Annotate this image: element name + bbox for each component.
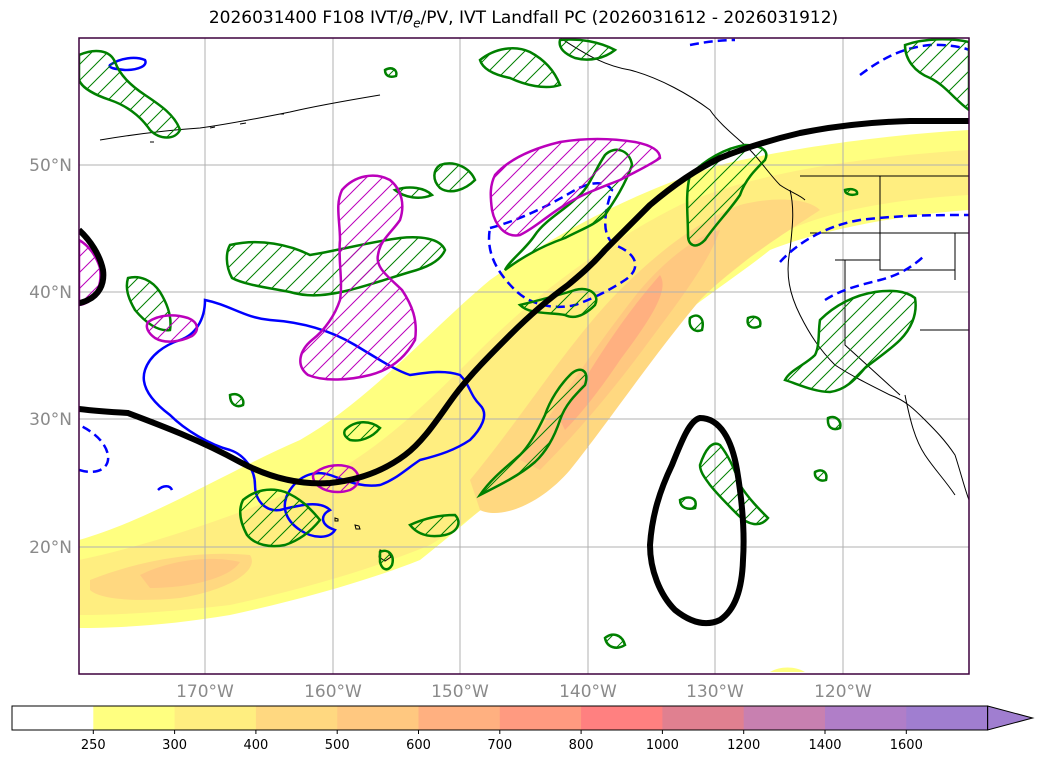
green-contour-15 bbox=[383, 67, 859, 649]
title-suffix: /PV, IVT Landfall PC (2026031612 - 20260… bbox=[420, 8, 839, 28]
magenta-contour-3 bbox=[145, 314, 199, 343]
latitude-labels: 50°N 40°N 30°N 20°N bbox=[29, 156, 72, 558]
colorbar-segment bbox=[93, 706, 176, 730]
green-contour-4 bbox=[392, 162, 477, 199]
blue-dashed-3 bbox=[824, 254, 926, 302]
magenta-contour-2 bbox=[489, 137, 662, 237]
ivt-250-south-patch bbox=[770, 667, 805, 672]
ivt-300-band bbox=[79, 150, 969, 615]
ivt-600-band bbox=[560, 275, 663, 430]
lon-label-150w: 150°W bbox=[431, 682, 489, 702]
lat-label-30n: 30°N bbox=[29, 410, 72, 430]
blue-dashed-2 bbox=[779, 213, 969, 263]
blue-dashed-5 bbox=[689, 38, 736, 47]
colorbar-segment bbox=[255, 706, 338, 730]
blue-solid-3 bbox=[157, 485, 174, 491]
colorbar-segment bbox=[174, 706, 257, 730]
green-contour-1 bbox=[79, 49, 182, 139]
colorbar-tick-label: 600 bbox=[406, 738, 431, 753]
colorbar-tick-label: 400 bbox=[243, 738, 268, 753]
state-border-2 bbox=[879, 176, 955, 271]
colorbar-tick-label: 250 bbox=[81, 738, 106, 753]
colorbar-tick-label: 1200 bbox=[727, 738, 760, 753]
lat-label-50n: 50°N bbox=[29, 156, 72, 176]
blue-dashed-6 bbox=[79, 423, 110, 474]
green-contour-9 bbox=[476, 368, 588, 499]
colorbar-segment bbox=[337, 706, 419, 730]
green-contour-14 bbox=[688, 289, 917, 431]
chart-title: 2026031400 F108 IVT/θe/PV, IVT Landfall … bbox=[0, 8, 1047, 30]
baja-coast bbox=[904, 394, 956, 496]
green-contour-12 bbox=[378, 513, 460, 571]
blue-dashed-1 bbox=[487, 182, 637, 309]
colorbar-tick-label: 700 bbox=[487, 738, 512, 753]
graticule bbox=[79, 38, 969, 674]
green-contour-11 bbox=[228, 393, 382, 442]
colorbar-segment bbox=[662, 706, 745, 730]
colorbar-tick-label: 800 bbox=[569, 738, 594, 753]
alaska-coast bbox=[99, 38, 806, 201]
colorbar-tick-label: 300 bbox=[162, 738, 187, 753]
colorbar: 250 300 400 500 600 700 800 1000 1200 1400 1600 bbox=[11, 705, 1035, 753]
colorbar-segment bbox=[12, 706, 94, 730]
colorbar-segment bbox=[743, 706, 826, 730]
colorbar-segment bbox=[825, 706, 907, 730]
lon-label-160w: 160°W bbox=[304, 682, 362, 702]
island-chain bbox=[150, 113, 284, 143]
colorbar-tick-label: 500 bbox=[325, 738, 350, 753]
lon-label-130w: 130°W bbox=[686, 682, 744, 702]
state-border-6 bbox=[920, 233, 969, 331]
black-contours bbox=[79, 117, 969, 627]
lat-label-40n: 40°N bbox=[29, 283, 72, 303]
closed-contour-south bbox=[646, 414, 747, 627]
lon-label-120w: 120°W bbox=[814, 682, 872, 702]
green-contour-6 bbox=[903, 38, 969, 112]
colorbar-tick-label: 1600 bbox=[890, 738, 923, 753]
closed-contour-west bbox=[79, 227, 107, 306]
green-contour-13 bbox=[678, 442, 770, 526]
title-theta-subscript: e bbox=[413, 16, 421, 31]
green-contour-8 bbox=[685, 143, 768, 247]
green-contour-2 bbox=[225, 236, 447, 297]
map-layers bbox=[79, 38, 969, 674]
green-contour-5 bbox=[478, 38, 618, 89]
blue-solid-1 bbox=[142, 298, 486, 538]
lon-label-140w: 140°W bbox=[559, 682, 617, 702]
title-prefix: 2026031400 F108 IVT/ bbox=[208, 8, 403, 28]
lon-label-170w: 170°W bbox=[176, 682, 234, 702]
magenta-contours bbox=[79, 137, 662, 494]
colorbar-segment bbox=[581, 706, 663, 730]
colorbar-tick-label: 1400 bbox=[808, 738, 841, 753]
longitude-labels: 170°W 160°W 150°W 140°W 130°W 120°W bbox=[176, 682, 872, 702]
magenta-contour-1 bbox=[299, 174, 417, 381]
colorbar-segment bbox=[906, 706, 989, 730]
colorbar-segment bbox=[499, 706, 582, 730]
colorbar-segment bbox=[418, 706, 501, 730]
map-frame bbox=[78, 37, 970, 675]
green-contours bbox=[79, 38, 969, 649]
title-theta: θ bbox=[402, 8, 414, 28]
colorbar-tick-label: 1000 bbox=[646, 738, 679, 753]
colorbar-extend-arrow bbox=[987, 705, 1035, 731]
lat-label-20n: 20°N bbox=[29, 538, 72, 558]
green-contour-10 bbox=[238, 488, 322, 548]
ar-axis-line bbox=[79, 117, 969, 487]
